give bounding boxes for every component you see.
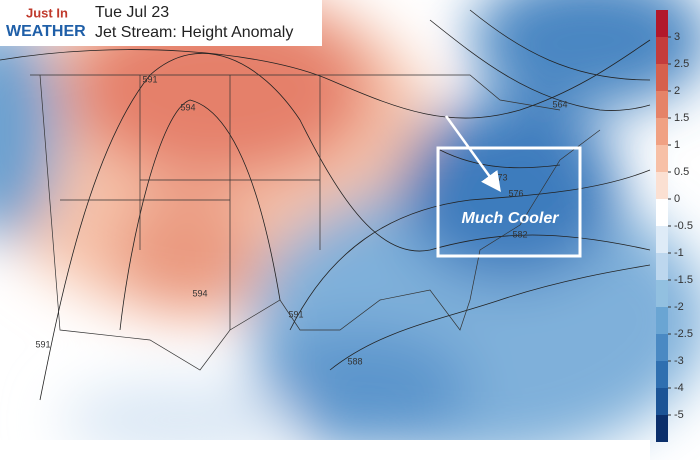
- colorbar-swatch: [656, 280, 668, 307]
- logo-line: WEATHER: [6, 23, 86, 40]
- annotation-arrow: [444, 115, 501, 193]
- colorbar-label: 2.5: [674, 58, 689, 70]
- colorbar-swatch: [656, 10, 668, 37]
- colorbar-label: 2: [674, 85, 680, 97]
- contour-label: 576: [508, 188, 523, 198]
- colorbar-label: -4: [674, 382, 684, 394]
- colorbar-label: -0.5: [674, 220, 693, 232]
- contour-label: 594: [180, 102, 195, 112]
- colorbar: 3 2.5 2 1.5 1 0.5 0 -0.5 -1 -1.5 -2 -2.5 -3 -4 -5: [656, 10, 693, 442]
- colorbar-swatch: [656, 145, 668, 172]
- colorbar-swatch: [656, 415, 668, 442]
- colorbar-swatch: [656, 307, 668, 334]
- contour-label: 591: [288, 309, 303, 319]
- colorbar-swatch: [656, 388, 668, 415]
- header-title: Jet Stream: Height Anomaly: [95, 24, 293, 41]
- colorbar-label: -3: [674, 355, 684, 367]
- colorbar-label: 0: [674, 193, 680, 205]
- colorbar-label: -1: [674, 247, 684, 259]
- axis-strip: [0, 440, 650, 460]
- colorbar-swatch: [656, 91, 668, 118]
- colorbar-label: 1: [674, 139, 680, 151]
- contour-label: 594: [192, 288, 207, 298]
- colorbar-swatch: [656, 37, 668, 64]
- colorbar-label: 3: [674, 31, 680, 43]
- header-box: [0, 0, 322, 46]
- colorbar-label: 1.5: [674, 112, 689, 124]
- colorbar-label: -2: [674, 301, 684, 313]
- colorbar-swatch: [656, 64, 668, 91]
- colorbar-swatch: [656, 361, 668, 388]
- annotation-text: Much Cooler: [462, 210, 560, 227]
- contour-label: 582: [512, 229, 527, 239]
- borders: [30, 74, 601, 371]
- colorbar-swatch: [656, 172, 668, 199]
- contour-label: 573: [492, 172, 507, 182]
- colorbar-label: -1.5: [674, 274, 693, 286]
- annotation-box: [436, 146, 582, 258]
- logo-line: Just In: [26, 5, 68, 20]
- colorbar-swatch: [656, 118, 668, 145]
- header-date: Tue Jul 23: [95, 4, 169, 21]
- colorbar-swatch: [656, 226, 668, 253]
- colorbar-swatch: [656, 334, 668, 361]
- contour-label: 588: [347, 356, 362, 366]
- colorbar-label: -5: [674, 409, 684, 421]
- colorbar-swatch: [656, 253, 668, 280]
- colorbar-swatch: [656, 199, 668, 226]
- colorbar-label: 0.5: [674, 166, 689, 178]
- contour-label: 591: [35, 339, 50, 349]
- contour-label: 591: [142, 74, 157, 84]
- contour-label: 564: [552, 99, 567, 109]
- colorbar-label: -2.5: [674, 328, 693, 340]
